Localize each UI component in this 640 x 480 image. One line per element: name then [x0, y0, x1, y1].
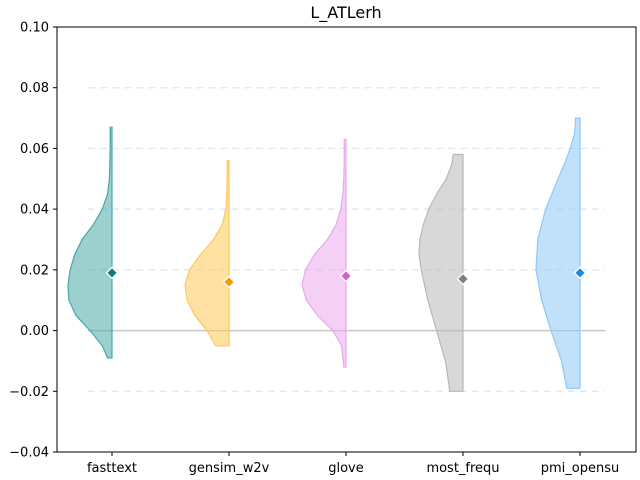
violin-most_frequ [418, 153, 464, 392]
mean-marker-most_frequ [456, 272, 470, 286]
y-tick-label: 0.06 [20, 142, 49, 157]
y-tick-label: −0.04 [9, 446, 49, 461]
y-tick-label: 0.02 [20, 263, 49, 278]
y-tick-label: 0.10 [20, 21, 49, 36]
x-axis: fasttext gensim_w2v glove most_frequ pmi_ope… [87, 452, 619, 476]
mean-markers [105, 266, 587, 289]
mean-marker-fasttext [105, 266, 119, 280]
mean-marker-glove [339, 269, 353, 283]
x-tick-label: gensim_w2v [189, 461, 270, 476]
x-tick-label: most_frequ [426, 461, 499, 476]
violin-gensim_w2v [184, 159, 230, 347]
y-tick-label: 0.00 [20, 324, 49, 339]
chart-title: L_ATLerh [310, 3, 381, 23]
violin-fasttext [67, 126, 113, 359]
y-tick-label: −0.02 [9, 385, 49, 400]
x-tick-label: pmi_opensu [541, 461, 619, 476]
y-axis: −0.04 −0.02 0.00 0.02 0.04 0.06 0.08 0.10 [9, 21, 57, 461]
y-tick-label: 0.08 [20, 81, 49, 96]
y-tick-label: 0.04 [20, 203, 49, 218]
x-tick-label: glove [328, 461, 364, 476]
mean-marker-gensim_w2v [222, 275, 236, 289]
mean-marker-pmi_opensu [573, 266, 587, 280]
violin-glove [301, 138, 347, 368]
violin-group [67, 117, 581, 392]
violin-pmi_opensu [535, 117, 581, 389]
x-tick-label: fasttext [87, 461, 137, 476]
